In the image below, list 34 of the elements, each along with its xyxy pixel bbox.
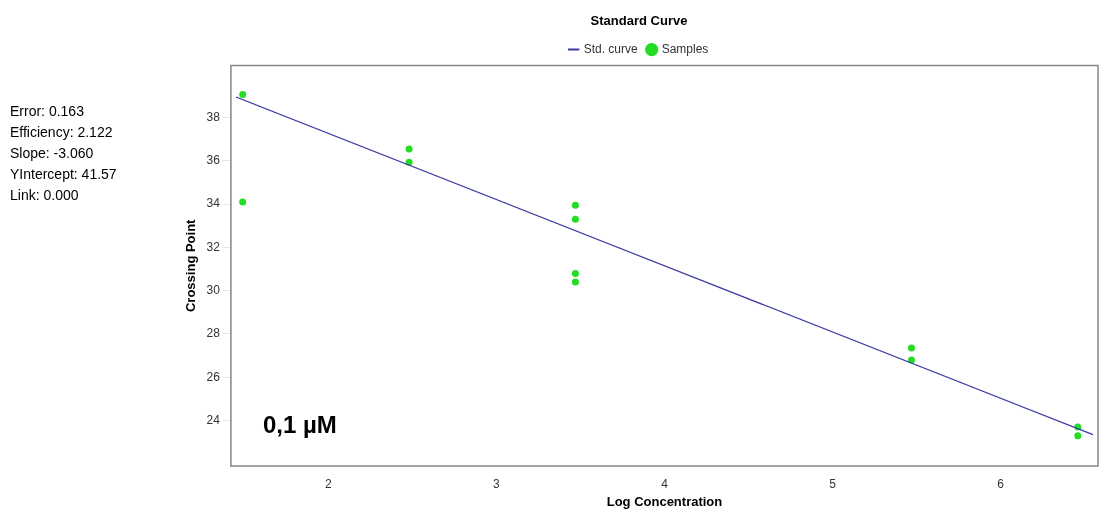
x-axis-title: Log Concentration [606,493,723,509]
y-tick-label: 30 [206,283,221,297]
y-tick-label: 34 [206,196,221,211]
point [571,278,579,286]
point [1074,432,1082,440]
y-tick-label: 38 [206,109,221,124]
y-tick-label: 26 [206,369,221,384]
y-axis-title: Crossing Point [183,218,199,313]
y-tick-label: 36 [206,153,221,168]
y-tick-label: 28 [206,326,221,341]
point [571,201,579,209]
legend-label: Samples [661,41,709,56]
point [907,344,915,352]
legend-label: Std. curve [583,41,638,56]
point [405,145,413,153]
x-tick-label: 2 [325,476,333,491]
x-tick-label: 6 [997,476,1005,491]
point [571,269,579,277]
text: YIntercept: 41.57 [10,165,117,182]
text: Efficiency: 2.122 [10,123,113,140]
text: Link: 0.000 [10,186,79,203]
x-tick-label: 5 [829,476,837,491]
text: Error: 0.163 [10,102,85,119]
point [571,215,579,223]
point [907,356,915,364]
x-tick-label: 3 [493,476,501,491]
x-tick-label: 4 [661,476,669,491]
point [239,91,247,99]
text: Slope: -3.060 [10,144,94,161]
annotation: 0,1 µM [262,410,337,438]
y-tick-label: 32 [206,239,221,254]
y-tick-label: 24 [206,412,221,427]
point [239,198,247,206]
chart-title: Standard Curve [590,13,688,29]
